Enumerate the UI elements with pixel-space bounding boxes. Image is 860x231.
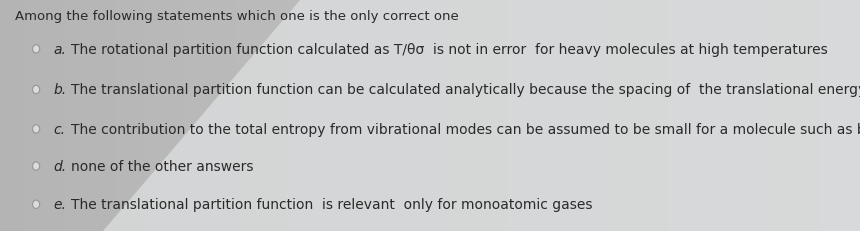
Ellipse shape <box>33 200 40 209</box>
Text: d.: d. <box>53 159 66 173</box>
Polygon shape <box>103 0 860 231</box>
Ellipse shape <box>33 162 40 170</box>
Text: b.: b. <box>53 83 66 97</box>
Ellipse shape <box>33 46 40 54</box>
Text: The contribution to the total entropy from vibrational modes can be assumed to b: The contribution to the total entropy fr… <box>71 122 860 136</box>
Text: The translational partition function  is relevant  only for monoatomic gases: The translational partition function is … <box>71 198 592 211</box>
Text: c.: c. <box>53 122 65 136</box>
Text: Among the following statements which one is the only correct one: Among the following statements which one… <box>15 10 459 23</box>
Text: none of the other answers: none of the other answers <box>71 159 253 173</box>
Text: e.: e. <box>53 198 66 211</box>
Ellipse shape <box>33 86 40 94</box>
Text: a.: a. <box>53 43 66 57</box>
Text: The translational partition function can be calculated analytically because the : The translational partition function can… <box>71 83 860 97</box>
Ellipse shape <box>33 125 40 134</box>
Text: The rotational partition function calculated as T/θσ  is not in error  for heavy: The rotational partition function calcul… <box>71 43 827 57</box>
